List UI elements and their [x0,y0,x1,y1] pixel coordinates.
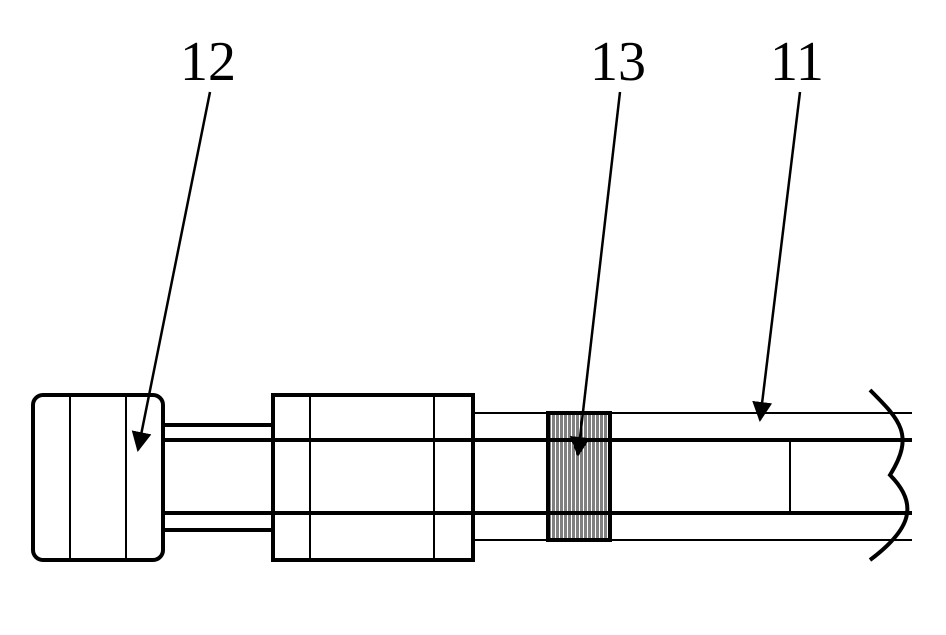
leader-11 [760,92,800,420]
technical-drawing: 12 13 11 [0,0,946,635]
label-11: 11 [770,31,824,93]
mid-block [273,395,473,560]
break-line [870,390,907,560]
leader-12 [138,92,210,450]
leader-13 [578,92,620,455]
label-13: 13 [590,31,646,93]
label-12: 12 [180,31,236,93]
part-13-ring [548,413,610,540]
